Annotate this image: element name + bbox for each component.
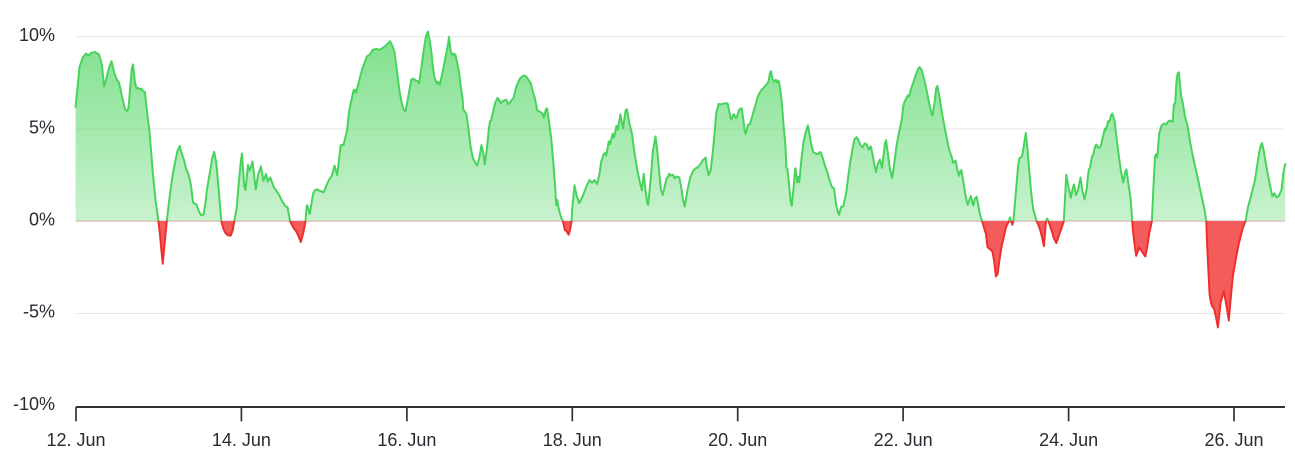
- svg-text:24. Jun: 24. Jun: [1039, 430, 1098, 450]
- svg-text:5%: 5%: [29, 118, 55, 138]
- svg-text:20. Jun: 20. Jun: [708, 430, 767, 450]
- svg-text:10%: 10%: [19, 25, 55, 45]
- svg-text:16. Jun: 16. Jun: [377, 430, 436, 450]
- svg-text:14. Jun: 14. Jun: [212, 430, 271, 450]
- svg-text:22. Jun: 22. Jun: [874, 430, 933, 450]
- svg-text:26. Jun: 26. Jun: [1204, 430, 1263, 450]
- svg-text:-5%: -5%: [23, 302, 55, 322]
- svg-text:0%: 0%: [29, 209, 55, 229]
- svg-text:-10%: -10%: [13, 394, 55, 414]
- svg-text:18. Jun: 18. Jun: [543, 430, 602, 450]
- svg-text:12. Jun: 12. Jun: [46, 430, 105, 450]
